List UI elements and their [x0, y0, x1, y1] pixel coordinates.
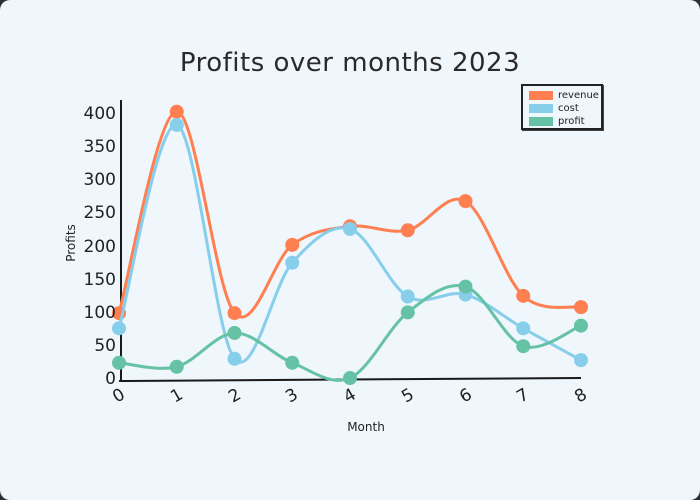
line-profit [117, 283, 583, 382]
data-point-profit [400, 305, 415, 320]
y-tick-label: 350 [83, 137, 116, 158]
data-point-profit [516, 339, 531, 354]
data-point-cost [169, 117, 184, 132]
y-axis-label: Profits [64, 224, 78, 262]
legend-item-cost: cost [523, 103, 601, 114]
data-point-cost [112, 321, 126, 336]
legend-swatch-cost [529, 104, 553, 113]
data-point-cost [400, 289, 415, 304]
data-point-cost [227, 351, 242, 366]
y-tick-label: 0 [105, 369, 116, 389]
data-point-revenue [400, 223, 415, 238]
legend-label: cost [558, 102, 579, 114]
data-point-profit [574, 318, 588, 333]
legend-item-revenue: revenue [523, 90, 601, 101]
data-point-profit [285, 355, 300, 370]
data-point-cost [285, 255, 300, 270]
data-point-profit [343, 371, 357, 386]
legend-label: revenue [558, 89, 599, 101]
legend-swatch-profit [529, 117, 553, 126]
line-revenue [117, 110, 583, 319]
y-tick-label: 50 [94, 335, 116, 356]
data-point-revenue [516, 288, 531, 303]
legend: revenue cost profit [521, 84, 603, 130]
line-cost [117, 123, 583, 364]
data-point-profit [227, 325, 242, 340]
data-point-cost [574, 353, 588, 368]
y-tick-label: 400 [83, 104, 116, 124]
data-point-profit [458, 279, 473, 294]
y-tick-label: 100 [83, 302, 116, 323]
data-point-revenue [285, 237, 300, 252]
chart-title: Profits over months 2023 [179, 48, 521, 78]
series-revenue [112, 104, 588, 321]
series-cost [112, 117, 588, 368]
data-point-profit [112, 355, 126, 370]
legend-label: profit [558, 115, 585, 127]
legend-item-profit: profit [523, 116, 601, 127]
legend-swatch-revenue [529, 91, 553, 100]
data-point-revenue [574, 300, 588, 315]
data-point-cost [343, 221, 357, 236]
y-tick-label: 250 [83, 203, 116, 224]
data-point-cost [516, 321, 531, 336]
y-tick-label: 300 [83, 170, 116, 191]
x-axis-label: Month [347, 420, 385, 434]
y-tick-label: 150 [83, 269, 116, 290]
data-point-revenue [169, 104, 184, 119]
data-point-revenue [458, 194, 473, 209]
data-point-revenue [227, 306, 242, 321]
series-profit [112, 279, 588, 386]
data-point-profit [169, 359, 184, 374]
y-tick-label: 200 [83, 236, 116, 257]
